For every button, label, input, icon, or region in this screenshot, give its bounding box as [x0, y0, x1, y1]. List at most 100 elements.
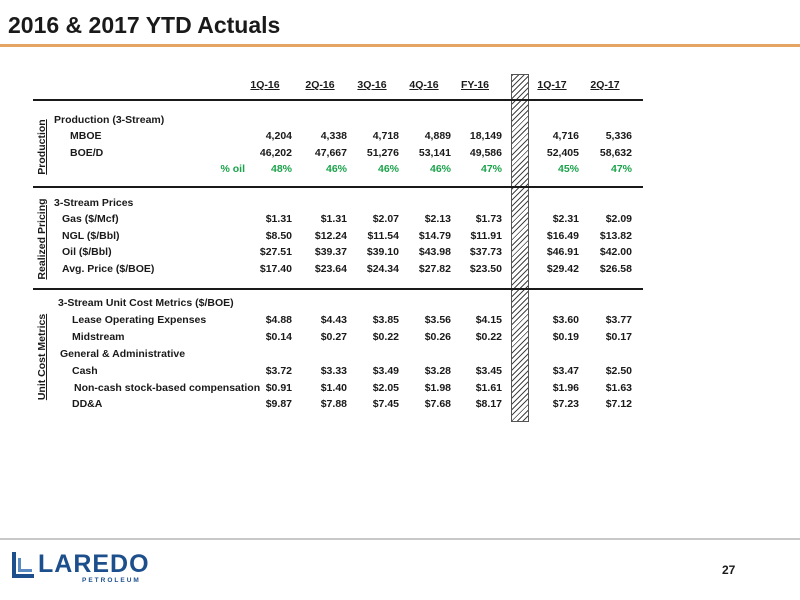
table-cell: 52,405 [546, 147, 579, 159]
table-cell: $0.14 [265, 331, 292, 343]
table-cell: 48% [270, 163, 292, 175]
row-label: MBOE [70, 130, 102, 142]
table-cell: $4.88 [265, 314, 292, 326]
logo-mark-icon [12, 552, 34, 578]
table-row: Lease Operating Expenses $4.88 $4.43 $3.85 $… [0, 314, 800, 330]
table-cell: $1.96 [552, 382, 579, 394]
table-cell: 4,338 [320, 130, 347, 142]
table-cell: $29.42 [546, 263, 579, 275]
table-cell: $2.07 [372, 213, 399, 225]
row-label: Oil ($/Bbl) [62, 246, 112, 258]
table-cell: $1.40 [320, 382, 347, 394]
table-cell: 46,202 [259, 147, 292, 159]
table-cell: $2.09 [605, 213, 632, 225]
table-cell: $46.91 [546, 246, 579, 258]
table-cell: $4.15 [475, 314, 502, 326]
table-cell: $27.82 [418, 263, 451, 275]
table-cell: $0.19 [552, 331, 579, 343]
table-cell: 4,718 [372, 130, 399, 142]
table-cell: $3.45 [475, 365, 502, 377]
table-cell: $1.31 [265, 213, 292, 225]
table-cell: $7.45 [372, 398, 399, 410]
table-cell: 18,149 [469, 130, 502, 142]
table-cell: $42.00 [599, 246, 632, 258]
table-cell: $1.31 [320, 213, 347, 225]
table-cell: 46% [429, 163, 451, 175]
footer-rule [0, 538, 800, 540]
page-number: 27 [722, 563, 736, 577]
column-header: 3Q-16 [357, 79, 387, 91]
row-label: Gas ($/Mcf) [62, 213, 119, 225]
table-row: MBOE 4,204 4,338 4,718 4,889 18,149 4,716 5,336 [0, 130, 800, 146]
table-cell: $0.26 [424, 331, 451, 343]
table-cell: 46% [377, 163, 399, 175]
row-label: Non-cash stock-based compensation [74, 382, 261, 394]
table-cell: 53,141 [418, 147, 451, 159]
row-label: Lease Operating Expenses [72, 314, 207, 326]
table-cell: $4.43 [320, 314, 347, 326]
table-cell: 49,586 [469, 147, 502, 159]
section-rule [33, 288, 643, 290]
column-header: 2Q-16 [305, 79, 335, 91]
table-row: Midstream $0.14 $0.27 $0.22 $0.26 $0.22 $0.19 $… [0, 331, 800, 347]
row-label: 3-Stream Prices [54, 197, 134, 209]
table-row: Oil ($/Bbl) $27.51 $39.37 $39.10 $43.98 $37.7… [0, 246, 800, 262]
table-cell: $9.87 [265, 398, 292, 410]
table-cell: $37.73 [469, 246, 502, 258]
table-cell: $0.22 [475, 331, 502, 343]
table-cell: $7.23 [552, 398, 579, 410]
table-cell: $2.31 [552, 213, 579, 225]
table-cell: $2.05 [372, 382, 399, 394]
table-cell: $0.17 [605, 331, 632, 343]
table-cell: $39.10 [366, 246, 399, 258]
table-cell: $1.63 [605, 382, 632, 394]
table-cell: 47% [480, 163, 502, 175]
table-cell: 45% [557, 163, 579, 175]
table-cell: $3.47 [552, 365, 579, 377]
table-cell: $23.64 [314, 263, 347, 275]
column-header: FY-16 [460, 79, 489, 91]
table-cell: 51,276 [366, 147, 399, 159]
column-header: 4Q-16 [409, 79, 439, 91]
table-cell: $2.50 [605, 365, 632, 377]
column-header: 1Q-17 [537, 79, 567, 91]
row-label: General & Administrative [60, 348, 186, 360]
table-cell: $1.98 [424, 382, 451, 394]
row-label: NGL ($/Bbl) [62, 230, 120, 242]
table-cell: $12.24 [314, 230, 347, 242]
column-header: 2Q-17 [590, 79, 620, 91]
table-row: General & Administrative [0, 348, 800, 364]
table-cell: $3.60 [552, 314, 579, 326]
table-cell: $3.85 [372, 314, 399, 326]
table-cell: $23.50 [469, 263, 502, 275]
table-cell: 47,667 [314, 147, 347, 159]
logo-subtitle: PETROLEUM [82, 577, 141, 584]
table-cell: $26.58 [599, 263, 632, 275]
table-cell: $0.27 [320, 331, 347, 343]
row-label: DD&A [72, 398, 103, 410]
table-row: Gas ($/Mcf) $1.31 $1.31 $2.07 $2.13 $1.73 $2.3… [0, 213, 800, 229]
hatched-divider [511, 74, 529, 422]
company-logo: LAREDO PETROLEUM [10, 548, 210, 588]
table-cell: $7.68 [424, 398, 451, 410]
section-rule [33, 186, 643, 188]
table-cell: $14.79 [418, 230, 451, 242]
table-cell: $2.13 [424, 213, 451, 225]
table-row: Non-cash stock-based compensation $0.91 $1… [0, 382, 800, 398]
table-cell: $39.37 [314, 246, 347, 258]
table-cell: $24.34 [366, 263, 399, 275]
table-row: Production (3-Stream) [0, 114, 800, 130]
row-label: Midstream [72, 331, 125, 343]
table-cell: 46% [325, 163, 347, 175]
table-row: % oil 48% 46% 46% 46% 47% 45% 47% [0, 163, 800, 179]
row-label: 3-Stream Unit Cost Metrics ($/BOE) [58, 297, 234, 309]
table-cell: $1.73 [475, 213, 502, 225]
section-rule [33, 99, 643, 101]
row-label: Cash [72, 365, 98, 377]
table-row: 3-Stream Prices [0, 197, 800, 213]
table-row: NGL ($/Bbl) $8.50 $12.24 $11.54 $14.79 $11.91… [0, 230, 800, 246]
table-cell: $7.88 [320, 398, 347, 410]
table-cell: 4,716 [552, 130, 579, 142]
table-row: BOE/D 46,202 47,667 51,276 53,141 49,586 52,40… [0, 147, 800, 163]
table-cell: $3.56 [424, 314, 451, 326]
